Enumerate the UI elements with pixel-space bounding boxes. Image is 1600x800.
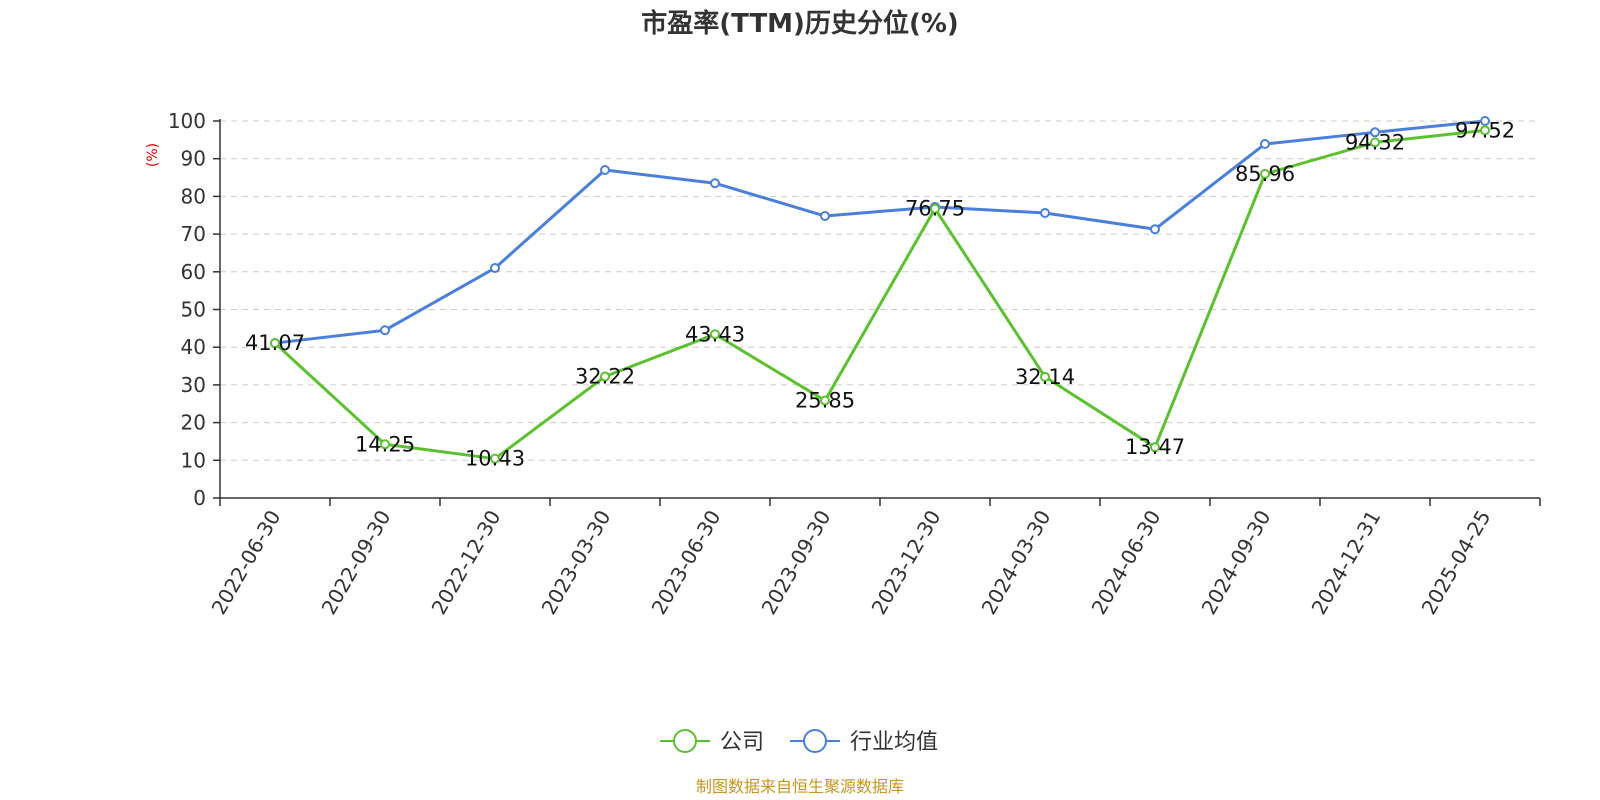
data-label-0-2: 10.43	[465, 447, 525, 471]
y-tick-label-40: 40	[181, 335, 206, 359]
series-1-point-10	[1370, 127, 1380, 138]
series-0-point-8	[1150, 442, 1160, 453]
series-1-point-7	[1040, 207, 1050, 218]
data-label-0-5: 25.85	[795, 389, 855, 413]
legend: 公司 行业均值	[660, 729, 938, 755]
legend-marker-1	[803, 729, 827, 753]
x-tick-label-2023-09-30: 2023-09-30	[756, 506, 835, 619]
y-axis-label: (%)	[145, 143, 161, 167]
x-tick-label-2023-03-30: 2023-03-30	[536, 506, 615, 619]
x-tick-label-2022-06-30: 2022-06-30	[206, 506, 285, 619]
series-layer	[270, 116, 1490, 464]
x-tick-label-2025-04-25: 2025-04-25	[1416, 506, 1495, 619]
series-1-point-9	[1260, 138, 1270, 149]
legend-marker-0	[673, 729, 697, 753]
series-1-point-8	[1150, 224, 1160, 235]
data-label-0-6: 76.75	[905, 197, 965, 221]
data-label-0-7: 32.14	[1015, 365, 1075, 389]
series-1-point-1	[380, 325, 390, 336]
data-label-0-10: 94.32	[1345, 130, 1405, 154]
y-tick-label-20: 20	[181, 411, 206, 435]
series-1-point-3	[600, 165, 610, 176]
y-tick-label-10: 10	[181, 448, 206, 472]
series-0-point-9	[1260, 168, 1270, 179]
x-tick-label-2024-06-30: 2024-06-30	[1086, 506, 1165, 619]
y-tick-label-60: 60	[181, 260, 206, 284]
x-tick-label-2023-12-30: 2023-12-30	[866, 506, 945, 619]
x-tick-label-2024-12-31: 2024-12-31	[1306, 506, 1385, 619]
y-tick-label-70: 70	[181, 222, 206, 246]
series-0-point-4	[710, 329, 720, 340]
grid-lines	[220, 120, 1540, 461]
y-tick-label-30: 30	[181, 373, 206, 397]
series-1-point-2	[490, 263, 500, 274]
y-tick-label-80: 80	[181, 184, 206, 208]
legend-label-1: 行业均值	[850, 730, 938, 755]
data-label-0-4: 43.43	[685, 322, 745, 346]
x-tick-label-2023-06-30: 2023-06-30	[646, 506, 725, 619]
series-0-point-1	[380, 439, 390, 450]
series-0-point-5	[820, 395, 830, 406]
series-0-point-6	[930, 203, 940, 214]
series-0-point-10	[1370, 137, 1380, 148]
series-0-point-7	[1040, 371, 1050, 382]
data-label-0-8: 13.47	[1125, 435, 1185, 459]
data-label-0-11: 97.52	[1455, 118, 1515, 142]
series-0-point-11	[1480, 125, 1490, 136]
y-tick-label-100: 100	[168, 109, 206, 133]
x-tick-label-2022-09-30: 2022-09-30	[316, 506, 395, 619]
chart-title: 市盈率(TTM)历史分位(%)	[641, 8, 959, 39]
series-1-point-4	[710, 178, 720, 189]
series-1-point-5	[820, 211, 830, 222]
series-0-point-0	[270, 338, 280, 349]
y-tick-label-0: 0	[193, 486, 206, 510]
series-1-point-11	[1480, 116, 1490, 126]
data-label-0-1: 14.25	[355, 432, 415, 456]
series-line-0	[273, 128, 1486, 461]
data-labels: 41.07 14.25 10.43 32.22 43.43 25.85 76.75 32.14…	[245, 118, 1515, 470]
data-label-0-0: 41.07	[245, 331, 305, 355]
y-tick-label-50: 50	[181, 298, 206, 322]
axes: 0 10 20 30 40 50 60 70 80 90 100 2022-06-30 2022-09-…	[168, 109, 1541, 619]
series-line-1	[274, 119, 1486, 345]
series-0-point-2	[490, 453, 500, 464]
legend-label-0: 公司	[720, 730, 764, 755]
data-label-0-9: 85.96	[1235, 162, 1295, 186]
y-tick-label-90: 90	[181, 147, 206, 171]
x-tick-label-2024-03-30: 2024-03-30	[976, 506, 1055, 619]
x-tick-label-2024-09-30: 2024-09-30	[1196, 506, 1275, 619]
x-tick-label-2022-12-30: 2022-12-30	[426, 506, 505, 619]
data-label-0-3: 32.22	[575, 365, 635, 389]
series-0-point-3	[600, 371, 610, 382]
data-source-note: 制图数据来自恒生聚源数据库	[696, 777, 904, 796]
